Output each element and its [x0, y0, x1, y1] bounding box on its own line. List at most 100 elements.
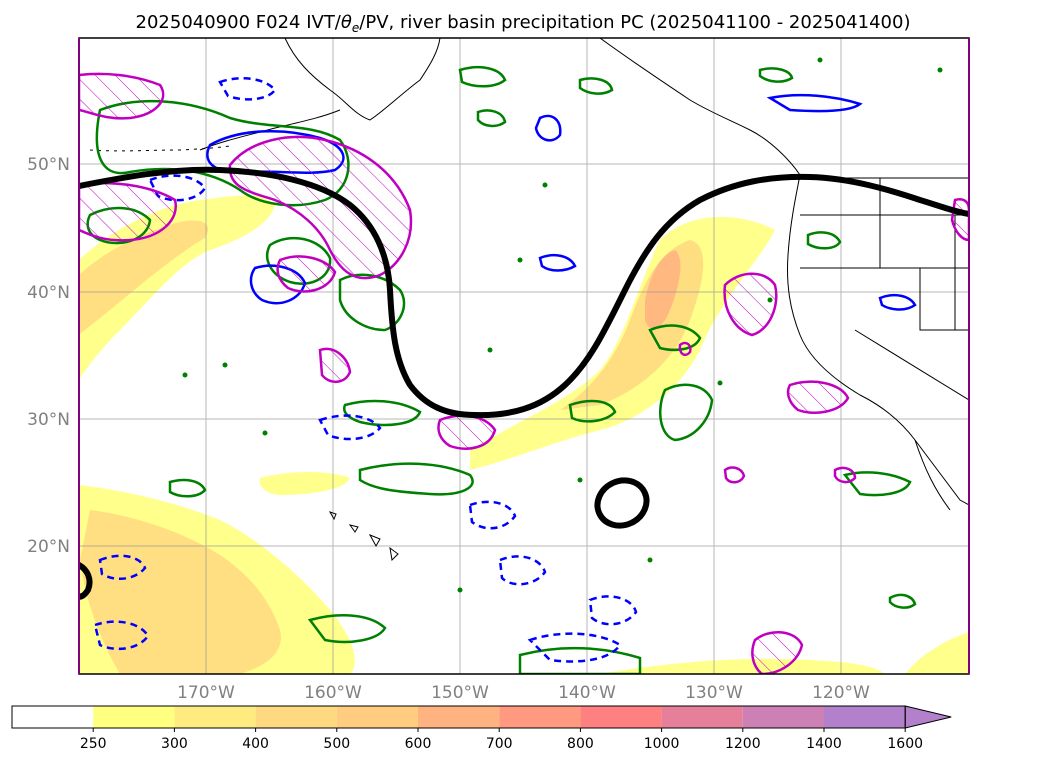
- theta-e-contour-east-1: [648, 324, 702, 352]
- ivt-band-southeast: [905, 632, 969, 674]
- precip-pc-region-central-north: [276, 255, 337, 293]
- ivt-band-south: [600, 658, 885, 674]
- colorbar-tick-label: 600: [405, 736, 432, 752]
- colorbar-tick-label: 400: [242, 736, 269, 752]
- dot: [577, 477, 583, 483]
- colorbar-tick-label: 300: [161, 736, 188, 752]
- precip-pc-region-small-2: [833, 466, 857, 484]
- theta-e-contour-coast-1: [806, 231, 842, 250]
- theta-e-contour-south-3: [888, 593, 917, 609]
- theta-e-contour-subtropics-2: [168, 478, 207, 498]
- colorbar-segment: [12, 706, 94, 728]
- precip-pc-region-central: [318, 347, 352, 383]
- colorbar-segment: [742, 706, 824, 728]
- theta-e-contour-east-2: [659, 383, 714, 442]
- dot: [182, 372, 188, 378]
- theta-e-contour-south-1: [307, 614, 387, 644]
- theta-e-contour-north-4: [758, 67, 794, 83]
- colorbar-segment: [336, 706, 418, 728]
- lat-label-20n: 20°N: [27, 537, 70, 557]
- pv-neg-contour-subtrop-1: [468, 500, 517, 530]
- north-america-west-coast: [787, 174, 969, 506]
- colorbar-segment: [418, 706, 500, 728]
- jet-closed-contour-subtropics: [594, 477, 650, 529]
- precip-pc-region-east: [723, 272, 778, 337]
- ivt-plume-northwest-core: [79, 220, 209, 335]
- lon-label-130w: 130°W: [685, 683, 743, 703]
- pv-contour-east: [538, 254, 577, 272]
- colorbar-segment: [824, 706, 906, 728]
- theta-e-small-dots: [182, 57, 943, 593]
- dot: [487, 347, 493, 353]
- dot: [542, 182, 548, 188]
- alaska-coastline: [284, 38, 441, 121]
- dot: [647, 557, 653, 563]
- colorbar-tick-label: 1000: [644, 736, 680, 752]
- pv-neg-contour-south-3: [527, 632, 622, 663]
- colorbar-tick-label: 800: [567, 736, 594, 752]
- lon-label-150w: 150°W: [431, 683, 489, 703]
- colorbar-tick-label: 1400: [806, 736, 842, 752]
- lat-label-30n: 30°N: [27, 410, 70, 430]
- lat-label-50n: 50°N: [27, 155, 70, 175]
- pv-neg-contour-west: [98, 554, 147, 581]
- lon-label-140w: 140°W: [558, 683, 616, 703]
- lat-label-40n: 40°N: [27, 283, 70, 303]
- lon-label-120w: 120°W: [812, 683, 870, 703]
- ivt-plume-central-max: [645, 250, 681, 329]
- pv-contour-north-1: [534, 114, 562, 142]
- state-boundaries: [800, 178, 969, 401]
- precip-pc-region-south: [751, 631, 804, 674]
- colorbar-tick-label: 250: [80, 736, 107, 752]
- alaska-peninsula-coast: [199, 109, 341, 151]
- precip-pc-region-west: [79, 181, 178, 242]
- colorbar-segment: [255, 706, 337, 728]
- theta-e-contour-north-3: [578, 77, 614, 95]
- pv-neg-contour-south-2: [93, 620, 150, 651]
- precip-pc-region-alaska: [79, 72, 165, 120]
- colorbar-tick-label: 700: [486, 736, 513, 752]
- dot: [457, 587, 463, 593]
- pv-neg-contour-gulf: [218, 77, 277, 101]
- precip-pc-region-small-3: [678, 341, 692, 357]
- colorbar-segments: [12, 706, 906, 728]
- colorbar-outline: [11, 705, 906, 729]
- dot: [937, 67, 943, 73]
- precip-pc-contours: [79, 72, 969, 674]
- colorbar-ticks: 250 300 400 500 600 700 800 1000 1200 1400 1600: [80, 728, 923, 752]
- hawaii-islands: [328, 511, 399, 562]
- colorbar-segment: [661, 706, 743, 728]
- dot: [222, 362, 228, 368]
- dot: [767, 297, 773, 303]
- dot: [262, 430, 268, 436]
- theta-e-contour-north-1: [458, 66, 507, 88]
- colorbar-segment: [93, 706, 175, 728]
- figure-title: 2025040900 F024 IVT/θe/PV, river basin p…: [136, 12, 911, 35]
- pv-neg-contour-subtrop-2: [498, 555, 547, 586]
- baja-peninsula: [914, 439, 951, 511]
- pv-contour-se: [878, 293, 917, 311]
- pv-neg-contour-south-1: [588, 595, 638, 626]
- southeast-alaska-coast: [599, 38, 801, 176]
- map-panel: [79, 38, 969, 674]
- dot: [517, 257, 523, 263]
- colorbar-tick-label: 500: [323, 736, 350, 752]
- lon-label-160w: 160°W: [304, 683, 362, 703]
- precip-pc-region-small-1: [723, 466, 746, 484]
- theta-e-contour-north-2: [476, 109, 507, 128]
- theta-e-contour-subtropics-1: [358, 462, 474, 496]
- pv-contour-north-2: [766, 93, 863, 113]
- lon-label-170w: 170°W: [177, 683, 235, 703]
- theta-e-contour-coast-2: [842, 471, 912, 497]
- jet-lines: [79, 166, 969, 600]
- ivt-patch-midwest: [259, 472, 350, 495]
- jet-closed-contour-west-edge: [79, 562, 93, 600]
- colorbar-segment: [580, 706, 662, 728]
- theta-e-contour-south-2: [518, 646, 642, 674]
- colorbar-extend-arrow: [904, 705, 952, 729]
- colorbar: 250 300 400 500 600 700 800 1000 1200 1400 1600: [11, 705, 952, 752]
- precip-pc-region-southeast: [786, 380, 850, 414]
- colorbar-tick-label: 1600: [887, 736, 923, 752]
- colorbar-segment: [174, 706, 256, 728]
